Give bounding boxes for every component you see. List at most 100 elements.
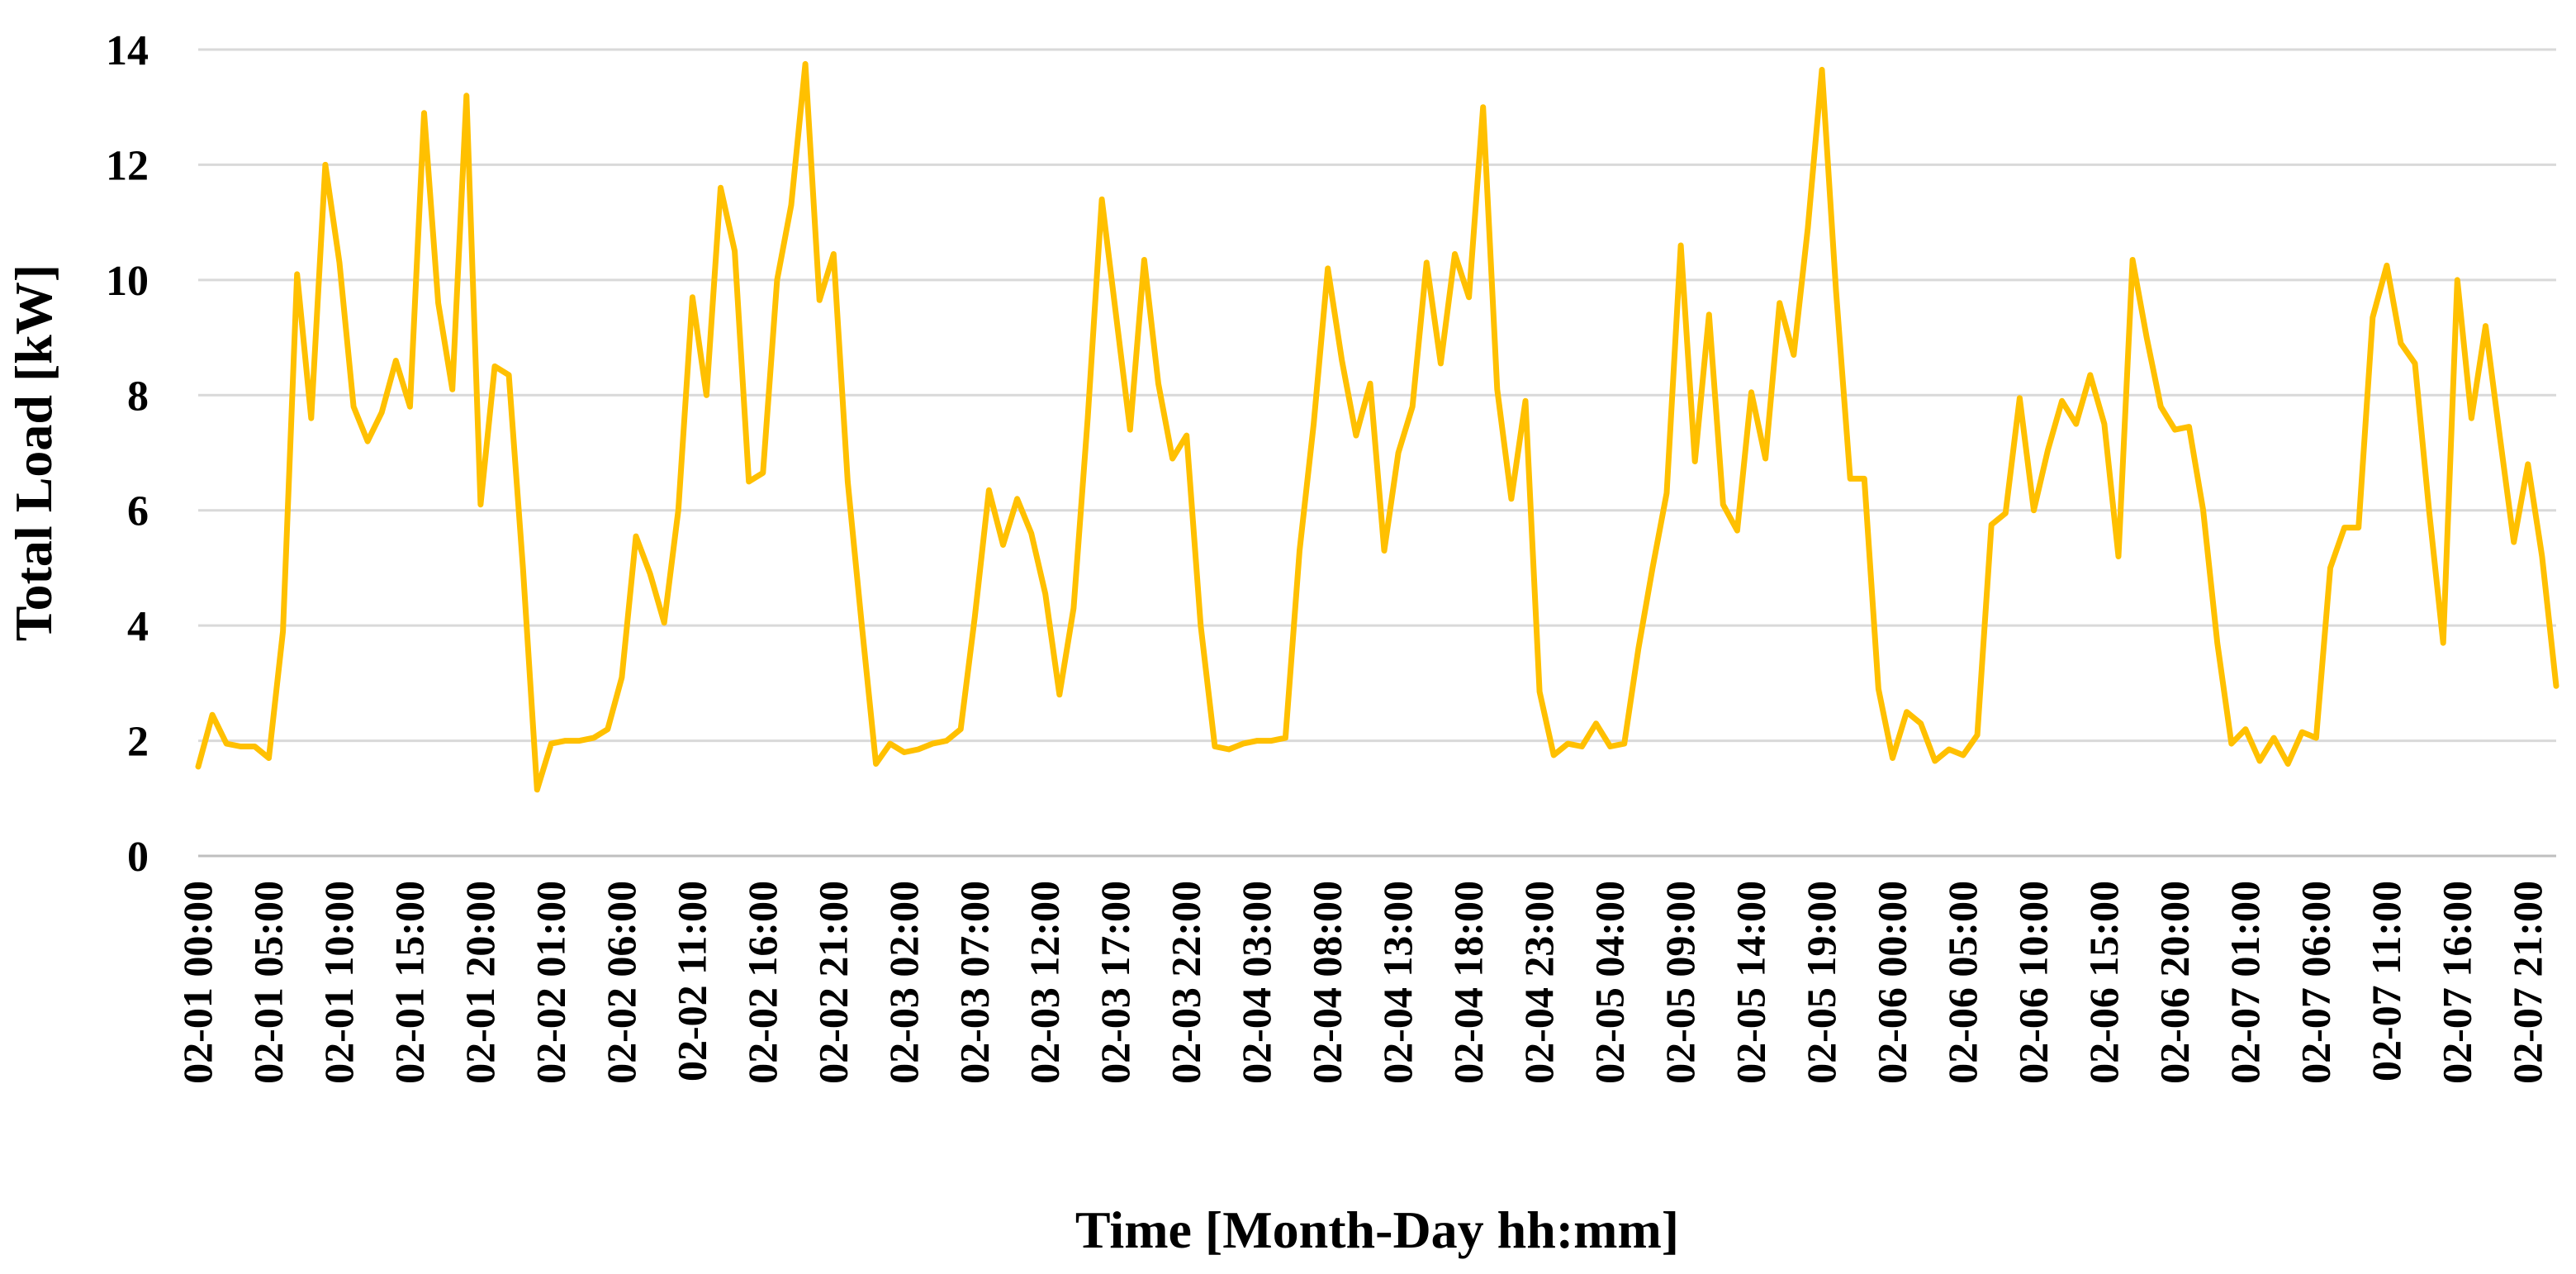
data-point: [1932, 758, 1938, 763]
data-point: [520, 565, 526, 571]
x-tick-label: 02-05 09:00: [1657, 881, 1703, 1084]
x-tick-label: 02-02 16:00: [739, 881, 785, 1084]
data-point: [2441, 640, 2446, 646]
y-tick-label: 2: [127, 719, 149, 766]
data-point: [280, 629, 286, 635]
data-point: [1720, 502, 1726, 507]
x-tick-label: 02-06 05:00: [1939, 881, 1985, 1084]
data-point: [915, 747, 921, 752]
data-point: [2186, 424, 2192, 430]
data-point: [2158, 404, 2164, 410]
data-point: [1819, 67, 1824, 73]
data-point: [506, 372, 512, 378]
data-point: [1494, 387, 1500, 392]
data-point: [704, 392, 709, 398]
data-point: [2384, 263, 2389, 269]
data-point: [845, 478, 851, 484]
x-tick-label: 02-01 05:00: [244, 881, 291, 1084]
data-point: [224, 741, 230, 747]
data-point: [2144, 335, 2150, 340]
data-point: [1890, 755, 1895, 761]
x-tick-label: 02-03 02:00: [880, 881, 927, 1084]
y-tick-label: 14: [106, 27, 149, 74]
data-point: [365, 439, 371, 444]
data-point: [944, 738, 950, 744]
data-point: [1255, 738, 1260, 744]
x-axis-tick-labels: 02-01 00:00 02-01 05:00 02-01 10:00 02-01 1…: [174, 881, 2550, 1084]
y-tick-label: 4: [127, 603, 149, 650]
data-point: [1565, 741, 1571, 747]
x-tick-label: 02-03 22:00: [1163, 881, 1209, 1084]
x-tick-label: 02-07 16:00: [2433, 881, 2479, 1084]
data-point: [1297, 548, 1302, 554]
data-point: [1127, 427, 1133, 433]
data-point: [901, 749, 907, 755]
data-point: [2172, 427, 2178, 433]
data-point: [1368, 381, 1373, 387]
data-point: [1523, 398, 1528, 404]
data-point: [2003, 511, 2009, 516]
data-point: [407, 404, 413, 410]
x-tick-label: 02-06 10:00: [2009, 881, 2056, 1084]
data-point: [633, 534, 638, 540]
x-tick-label: 02-07 06:00: [2292, 881, 2338, 1084]
data-point: [1777, 300, 1782, 306]
data-point: [1607, 744, 1613, 749]
data-point: [2554, 683, 2559, 689]
data-point: [1410, 404, 1416, 410]
data-point: [294, 271, 300, 277]
y-tick-label: 10: [106, 258, 149, 305]
data-point: [322, 162, 328, 168]
data-point: [1961, 753, 1966, 758]
data-point: [2483, 323, 2488, 329]
x-tick-label: 02-01 15:00: [386, 881, 432, 1084]
data-point: [2073, 421, 2079, 427]
data-point: [873, 761, 879, 767]
x-tick-label: 02-07 01:00: [2222, 881, 2268, 1084]
data-point: [1537, 689, 1543, 695]
data-point: [1706, 311, 1712, 317]
data-point: [1198, 623, 1203, 629]
data-point: [1664, 490, 1669, 496]
data-point: [1184, 433, 1189, 439]
data-point: [817, 297, 823, 303]
data-point: [1212, 744, 1217, 749]
data-point: [1241, 741, 1246, 747]
data-point: [2469, 416, 2474, 421]
data-point: [308, 416, 314, 421]
data-point: [2017, 395, 2023, 401]
data-point: [2299, 730, 2305, 735]
data-point: [576, 738, 582, 744]
data-point: [449, 387, 455, 392]
data-point: [1791, 352, 1796, 358]
data-point: [1946, 747, 1952, 752]
data-point: [676, 507, 681, 513]
y-axis-title: Total Load [kW]: [4, 264, 63, 641]
data-point: [1099, 197, 1105, 202]
data-point: [2228, 741, 2234, 747]
x-tick-label: 02-04 18:00: [1445, 881, 1492, 1084]
data-point: [2370, 315, 2375, 321]
data-point: [1975, 732, 1981, 738]
data-point: [2045, 447, 2051, 453]
data-point: [2355, 525, 2361, 530]
data-point: [2031, 507, 2037, 513]
x-tick-label: 02-01 20:00: [457, 881, 503, 1084]
data-point: [1635, 646, 1641, 651]
data-point: [1325, 265, 1331, 271]
data-point: [2101, 421, 2107, 427]
data-point: [859, 623, 865, 629]
data-point: [196, 763, 201, 769]
data-point: [492, 364, 497, 369]
data-point: [1155, 381, 1161, 387]
data-point: [1056, 692, 1062, 697]
data-point: [1424, 259, 1430, 265]
data-point: [2398, 340, 2403, 346]
data-point: [548, 741, 554, 747]
data-point: [1692, 459, 1698, 464]
data-point: [1649, 565, 1655, 571]
x-tick-label: 02-06 15:00: [2080, 881, 2127, 1084]
data-point: [2200, 507, 2206, 513]
data-point: [1805, 226, 1810, 231]
data-point: [2059, 398, 2065, 404]
